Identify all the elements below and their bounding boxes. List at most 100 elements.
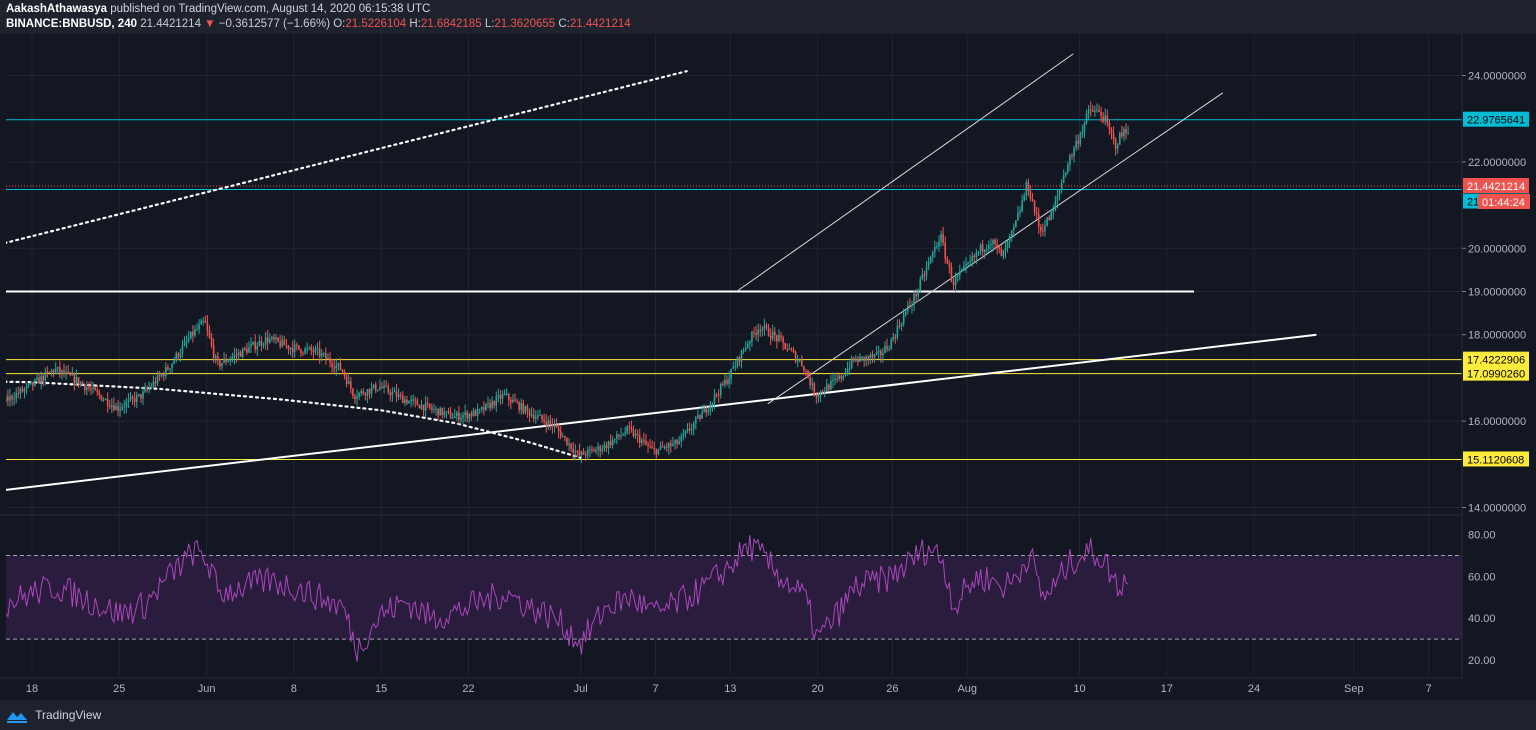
- candle-body: [364, 393, 367, 396]
- price-change: −0.3612577 (−1.66%): [218, 18, 331, 30]
- candle-body: [1064, 172, 1067, 176]
- candle-body: [489, 403, 491, 409]
- candle-body: [111, 405, 113, 407]
- rsi-line: [6, 535, 1129, 662]
- candle-body: [1087, 108, 1090, 114]
- candle-body: [769, 336, 772, 339]
- candle-body: [740, 350, 743, 362]
- author-name[interactable]: AakashAthawasya: [6, 3, 107, 15]
- candle-body: [576, 451, 579, 453]
- candle-body: [383, 385, 385, 388]
- candle-body: [1025, 182, 1028, 196]
- candle-body: [252, 341, 254, 345]
- symbol-label[interactable]: BINANCE:BNBUSD, 240: [6, 18, 137, 30]
- candle-body: [391, 392, 394, 396]
- candle-body: [701, 412, 703, 419]
- candle-body: [678, 441, 680, 445]
- candle-body: [1104, 115, 1107, 122]
- candle-body: [686, 428, 689, 431]
- candle-body: [343, 371, 346, 377]
- candle-body: [649, 445, 651, 447]
- candle-body: [1100, 112, 1102, 117]
- candle-body: [655, 449, 658, 455]
- candle-body: [100, 395, 103, 401]
- candle-body: [825, 384, 828, 392]
- candle-body: [842, 375, 845, 379]
- candle-body: [285, 345, 288, 347]
- candle-body: [1035, 212, 1038, 214]
- candle-body: [208, 329, 211, 338]
- candle-body: [221, 362, 223, 367]
- candle-body: [275, 337, 277, 340]
- candle-body: [773, 331, 776, 336]
- price-tick-label: 16.0000000: [1468, 416, 1526, 428]
- candle-body: [63, 370, 65, 375]
- candle-body: [956, 275, 959, 277]
- candle-body: [877, 351, 880, 353]
- candle-body: [1096, 109, 1098, 111]
- candle-body: [300, 349, 302, 354]
- candle-body: [501, 394, 504, 399]
- candle-body: [44, 371, 47, 381]
- candle-body: [668, 443, 670, 448]
- tradingview-brand: TradingView: [35, 708, 102, 722]
- candle-body: [695, 417, 697, 424]
- candle-body: [778, 335, 780, 341]
- candle-body: [958, 271, 961, 276]
- candle-body: [466, 412, 469, 419]
- candle-body: [553, 424, 556, 427]
- candle-body: [663, 446, 666, 448]
- candle-body: [950, 266, 953, 282]
- candle-body: [1127, 133, 1129, 135]
- high-value: 21.6842185: [420, 18, 482, 30]
- candle-body: [401, 395, 404, 404]
- tradingview-logo[interactable]: TradingView: [6, 708, 101, 723]
- candle-body: [780, 335, 782, 338]
- candle-body: [144, 388, 146, 392]
- candle-body: [1106, 115, 1109, 123]
- candle-body: [534, 417, 537, 419]
- candle-body: [823, 391, 826, 393]
- candle-body: [977, 251, 980, 253]
- candle-body: [59, 367, 61, 373]
- candle-body: [138, 394, 140, 396]
- candle-body: [988, 245, 990, 249]
- candle-body: [483, 407, 485, 411]
- candle-body: [395, 391, 398, 397]
- candle-body: [859, 356, 861, 362]
- candle-body: [456, 412, 458, 417]
- candle-body: [79, 382, 82, 385]
- candle-body: [354, 395, 356, 399]
- price-tick-label: 14.0000000: [1468, 503, 1526, 515]
- candle-body: [643, 440, 645, 442]
- candle-body: [651, 446, 653, 449]
- candle-body: [389, 392, 392, 396]
- candle-body: [152, 381, 155, 387]
- symbol-line: BINANCE:BNBUSD, 240 21.4421214 ▼ −0.3612…: [6, 18, 631, 30]
- last-price-tag-bg: [1463, 178, 1529, 194]
- candle-body: [934, 246, 936, 252]
- candle-body: [755, 332, 757, 335]
- candle-body: [75, 377, 78, 384]
- candle-body: [638, 435, 641, 444]
- level-tag: 17.0990260: [1467, 369, 1525, 381]
- candle-body: [426, 402, 429, 404]
- candle-body: [283, 339, 286, 346]
- candle-body: [562, 436, 564, 438]
- candle-body: [125, 401, 128, 407]
- candle-body: [27, 383, 30, 386]
- candle-body: [516, 401, 518, 403]
- candle-body: [271, 337, 273, 339]
- candle-body: [618, 434, 620, 437]
- candle-body: [915, 294, 917, 297]
- candle-body: [480, 407, 483, 410]
- candle-body: [817, 395, 820, 398]
- candle-body: [83, 384, 86, 390]
- candle-body: [254, 341, 257, 350]
- candle-body: [863, 356, 865, 361]
- candle-body: [963, 266, 965, 270]
- candle-body: [169, 368, 171, 370]
- candle-body: [661, 445, 664, 448]
- candle-body: [453, 416, 456, 419]
